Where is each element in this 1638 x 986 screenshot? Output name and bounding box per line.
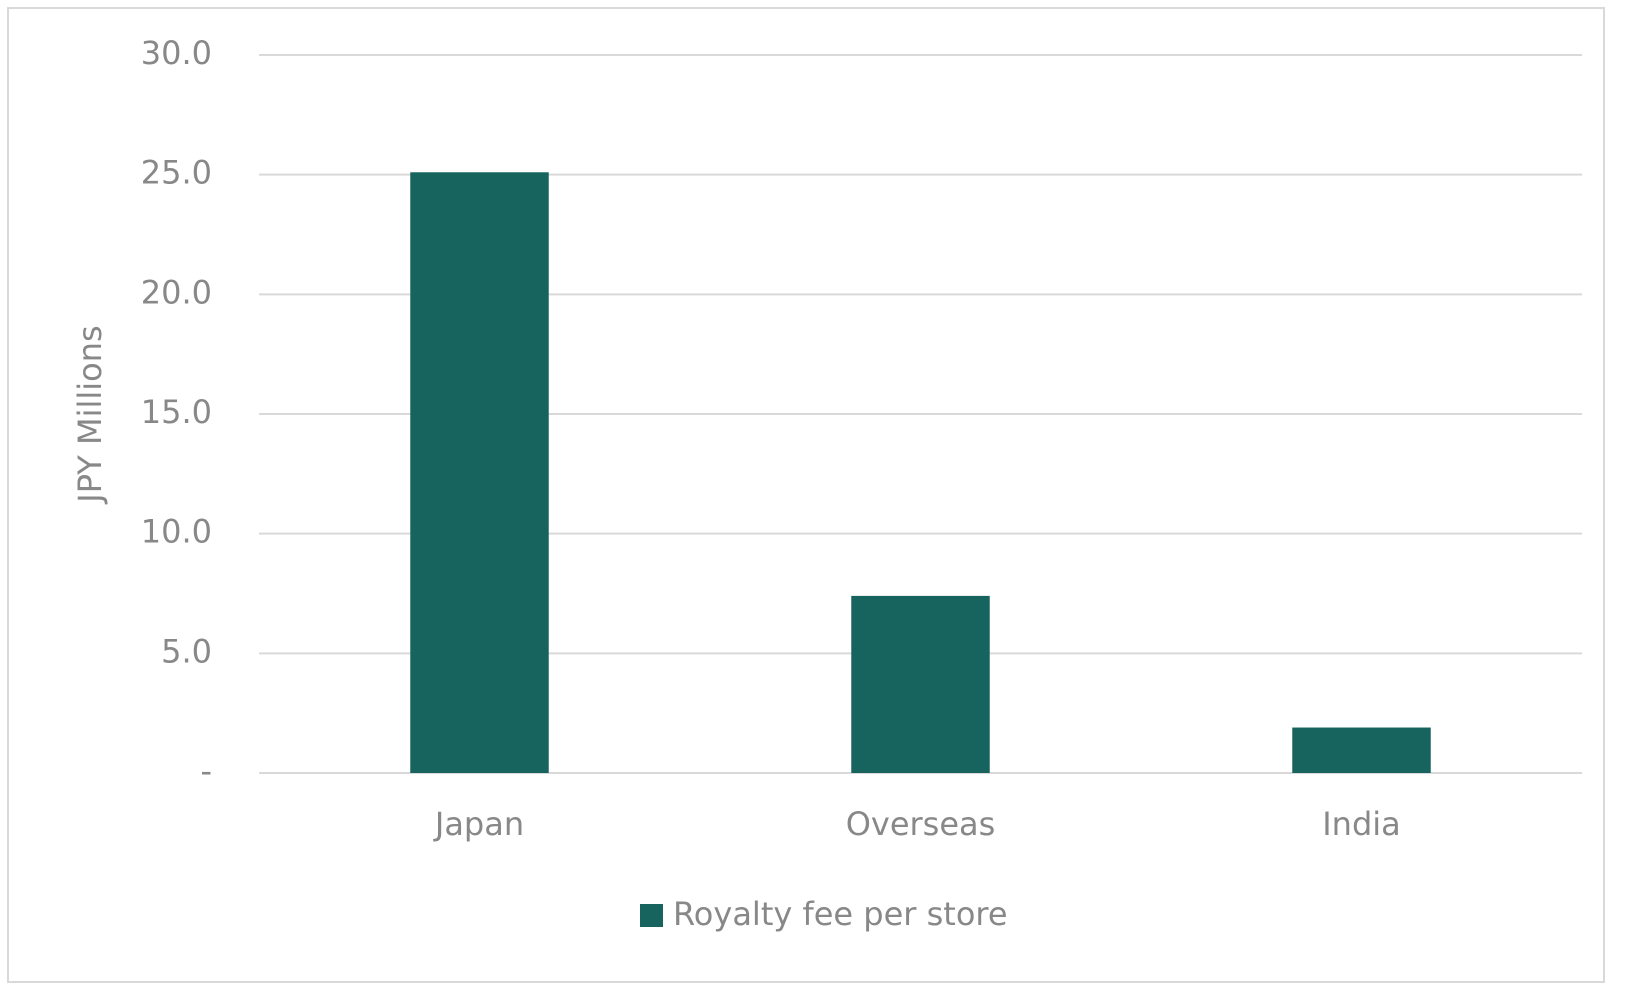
y-tick-label: 15.0 — [141, 393, 212, 431]
chart-frame — [7, 7, 1605, 983]
x-tick-label: Japan — [433, 805, 524, 843]
y-tick-label: 10.0 — [141, 513, 212, 551]
y-tick-label: - — [200, 752, 212, 790]
bar — [1292, 727, 1431, 773]
y-axis-label: JPY Millions — [71, 325, 109, 504]
y-tick-label: 5.0 — [161, 632, 212, 670]
y-tick-label: 25.0 — [141, 154, 212, 192]
legend-swatch — [640, 904, 663, 927]
x-tick-label: India — [1322, 805, 1401, 843]
x-tick-label: Overseas — [846, 805, 996, 843]
bar — [851, 595, 990, 773]
bar — [410, 172, 549, 774]
y-tick-label: 30.0 — [141, 34, 212, 72]
y-tick-label: 20.0 — [141, 273, 212, 311]
legend-label: Royalty fee per store — [673, 895, 1008, 933]
